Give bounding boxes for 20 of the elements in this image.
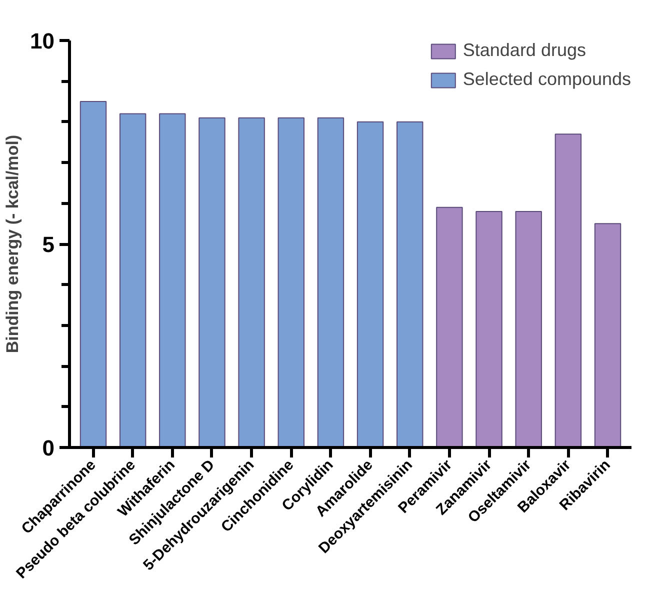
legend-label: Standard drugs [462, 40, 586, 61]
bar [594, 223, 622, 448]
bar [159, 113, 186, 448]
y-tick-label: 10 [30, 28, 55, 54]
bar [317, 117, 344, 448]
y-tick-label: 5 [42, 232, 55, 257]
bar [198, 117, 226, 448]
bar [515, 210, 542, 448]
bar [278, 117, 304, 448]
bar [396, 121, 424, 448]
bar [356, 121, 384, 448]
bar [119, 113, 146, 448]
bar [476, 210, 502, 448]
legend-label: Selected compounds [462, 69, 631, 90]
bar [238, 117, 265, 448]
y-axis-title: Binding energy (- kcal/mol) [3, 134, 22, 354]
bar [436, 206, 463, 448]
bar [554, 134, 582, 448]
bar [80, 101, 107, 448]
y-tick-label: 0 [42, 436, 55, 460]
